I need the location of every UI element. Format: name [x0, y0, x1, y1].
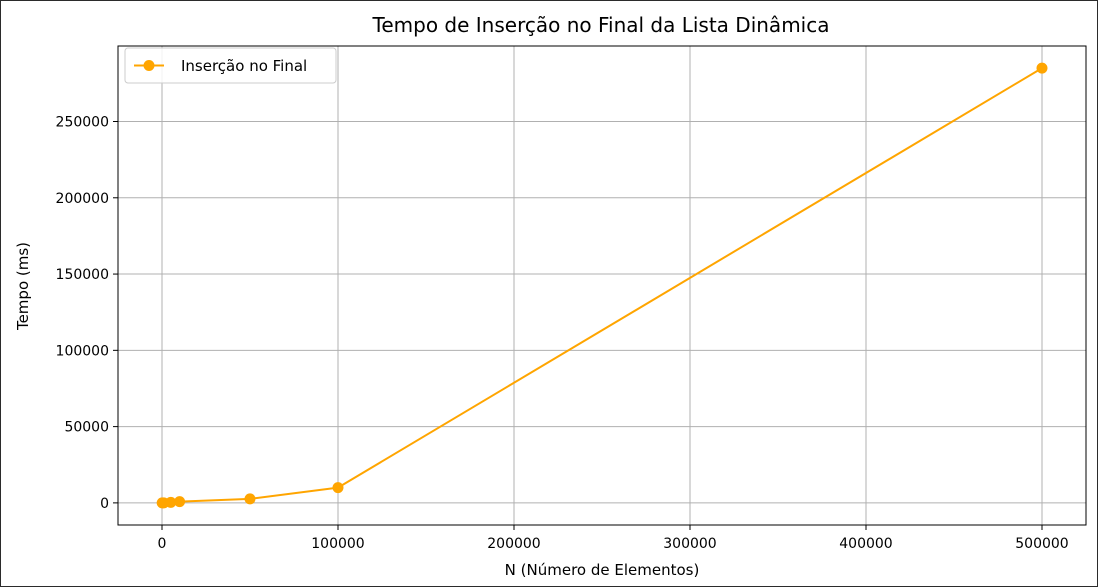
- y-tick-label: 100000: [56, 343, 109, 359]
- x-tick-label: 400000: [839, 536, 892, 552]
- data-point: [1036, 62, 1048, 74]
- y-tick-label: 150000: [56, 267, 109, 283]
- legend-box: [124, 47, 337, 84]
- x-tick-label: 200000: [487, 536, 540, 552]
- legend-point-marker: [143, 60, 155, 71]
- series-line: [162, 67, 1043, 504]
- x-tick-label: 0: [158, 536, 167, 552]
- y-tick-label: 250000: [56, 115, 109, 131]
- grid-lines: [118, 46, 1086, 525]
- chart-title: Tempo de Inserção no Final da Lista Dinâ…: [372, 13, 830, 37]
- series-group: [156, 62, 1048, 509]
- data-point: [332, 482, 344, 494]
- x-tick-label: 500000: [1015, 536, 1068, 552]
- x-tick-label: 300000: [663, 536, 716, 552]
- x-axis-ticks: 0 100000 200000 300000 400000 500000: [158, 525, 1069, 552]
- y-axis-label: Tempo (ms): [14, 242, 32, 331]
- legend-series-label: Inserção no Final: [181, 57, 307, 75]
- data-point: [165, 496, 177, 508]
- axes: [117, 45, 1087, 526]
- y-tick-label: 200000: [56, 191, 109, 207]
- data-point: [244, 493, 256, 505]
- plot-area-border: [117, 45, 1087, 526]
- data-point: [174, 496, 186, 508]
- y-axis-ticks: 0 50000 100000 150000 200000 250000: [56, 115, 118, 512]
- x-tick-label: 100000: [311, 536, 364, 552]
- x-axis-label: N (Número de Elementos): [505, 561, 700, 579]
- legend: Inserção no Final: [124, 47, 337, 84]
- y-tick-label: 50000: [64, 420, 109, 436]
- y-tick-label: 0: [100, 496, 109, 512]
